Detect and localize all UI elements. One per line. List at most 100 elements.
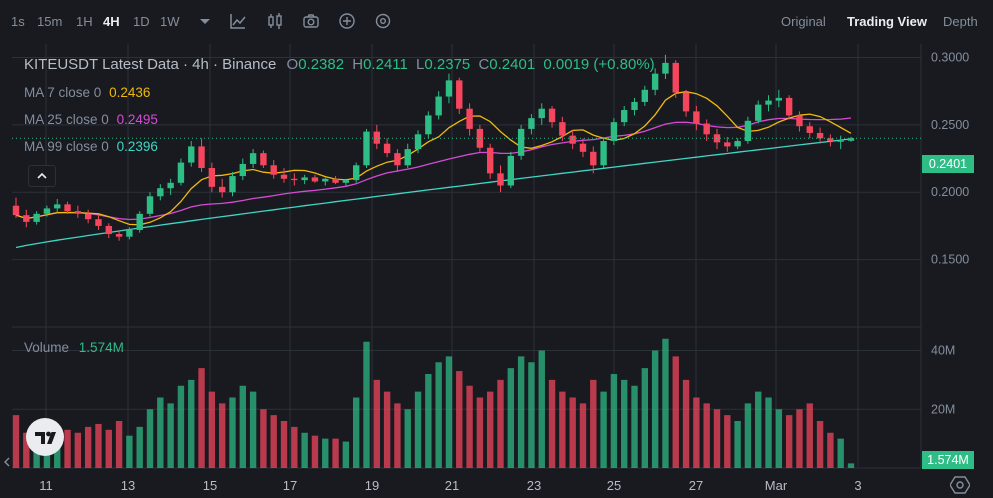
camera-icon[interactable] <box>302 12 320 30</box>
volume-bar <box>54 438 61 468</box>
ma7-line <box>15 91 852 226</box>
volume-bar <box>816 421 824 468</box>
time-tick-label: 19 <box>365 478 379 493</box>
volume-bar <box>445 356 453 468</box>
volume-bar <box>105 429 112 468</box>
candle-body <box>414 134 422 150</box>
volume-bar <box>126 435 133 468</box>
volume-bar <box>806 403 813 468</box>
candle-body <box>775 97 783 101</box>
collapse-legend-button[interactable] <box>28 165 56 187</box>
volume-bar <box>414 391 422 468</box>
candle-body <box>198 146 205 168</box>
candle-body <box>765 100 772 105</box>
candle-body <box>590 151 597 166</box>
volume-bar <box>497 379 504 468</box>
volume-bar <box>167 403 174 468</box>
time-tick-label: 13 <box>121 478 135 493</box>
volume-bar <box>218 403 226 468</box>
chevron-up-icon <box>37 172 47 179</box>
candle-body <box>651 73 659 90</box>
volume-bar <box>291 426 298 468</box>
interval-1s[interactable]: 1s <box>11 14 25 29</box>
settings-gear-icon[interactable] <box>374 12 392 30</box>
volume-bar <box>590 379 597 468</box>
candle-body <box>559 122 566 136</box>
volume-bar <box>734 421 741 468</box>
volume-bar <box>466 385 473 468</box>
volume-bar <box>311 435 319 468</box>
candle-body <box>816 132 824 139</box>
ma99-value: 0.2396 <box>116 139 158 154</box>
candle-body <box>167 182 174 189</box>
volume-bar <box>425 374 432 468</box>
volume-bar <box>672 356 679 468</box>
candle-body <box>218 186 226 193</box>
change-value: 0.0019 (+0.80%) <box>543 56 655 73</box>
interval-1w[interactable]: 1W <box>160 14 180 29</box>
volume-bar <box>713 409 721 468</box>
view-depth[interactable]: Depth <box>943 14 978 29</box>
view-original[interactable]: Original <box>781 14 826 29</box>
candle-type-icon[interactable] <box>266 12 284 30</box>
volume-bar <box>404 409 411 468</box>
volume-bar <box>755 391 762 468</box>
time-tick-label: 27 <box>689 478 703 493</box>
volume-bar <box>394 403 401 468</box>
candle-body <box>435 96 442 116</box>
volume-bar <box>456 371 463 468</box>
interval-1h[interactable]: 1H <box>76 14 93 29</box>
volume-bar <box>837 438 844 468</box>
candle-body <box>847 138 855 141</box>
candle-body <box>548 108 556 123</box>
chart-settings-icon[interactable] <box>950 476 970 494</box>
ma25-legend: MA 25 close 0 0.2495 <box>24 112 158 127</box>
interval-4h[interactable]: 4H <box>103 14 120 29</box>
last-price-tag: 0.2401 <box>922 155 974 173</box>
candle-body <box>785 97 793 116</box>
volume-bar <box>487 391 494 468</box>
candle-body <box>466 108 473 129</box>
candle-body <box>641 89 649 102</box>
view-trading-view[interactable]: Trading View <box>847 14 927 29</box>
candle-body <box>682 92 690 112</box>
volume-bar <box>363 341 370 468</box>
ma25-line <box>15 117 852 221</box>
low-value: 0.2375 <box>424 56 471 73</box>
tradingview-logo[interactable] <box>26 418 64 456</box>
interval-1d[interactable]: 1D <box>133 14 150 29</box>
candle-body <box>383 143 391 154</box>
scroll-left-icon[interactable] <box>4 457 10 467</box>
tv-logo-icon <box>35 431 56 444</box>
candle-body <box>74 211 82 214</box>
candle-body <box>239 163 246 177</box>
volume-bar <box>332 438 339 468</box>
volume-bar <box>693 397 700 468</box>
volume-bar <box>579 403 587 468</box>
candle-body <box>43 208 51 214</box>
volume-tick-label: 20M <box>931 402 955 416</box>
candle-body <box>301 177 308 181</box>
interval-dropdown-icon[interactable] <box>196 12 214 30</box>
top-toolbar: 1s 15m 1H 4H 1D 1W Original Trading View… <box>0 0 993 44</box>
candle-body <box>662 62 669 74</box>
add-circle-icon[interactable] <box>338 12 356 30</box>
ma99-label: MA 99 close 0 <box>24 139 109 154</box>
volume-bar <box>84 426 92 468</box>
candle-body <box>600 141 607 166</box>
candle-body <box>404 149 411 166</box>
indicator-icon[interactable] <box>229 12 247 30</box>
interval-15m[interactable]: 15m <box>37 14 63 29</box>
low-label: L <box>416 56 425 73</box>
candle-body <box>208 167 216 187</box>
volume-bar <box>528 362 535 468</box>
close-value: 0.2401 <box>489 56 536 73</box>
candle-body <box>363 131 370 166</box>
candle-body <box>425 115 432 135</box>
ma7-value: 0.2436 <box>109 85 151 100</box>
candle-body <box>445 80 453 97</box>
ma99-legend: MA 99 close 0 0.2396 <box>24 139 158 154</box>
time-tick-label: 17 <box>283 478 297 493</box>
volume-bar <box>796 409 803 468</box>
